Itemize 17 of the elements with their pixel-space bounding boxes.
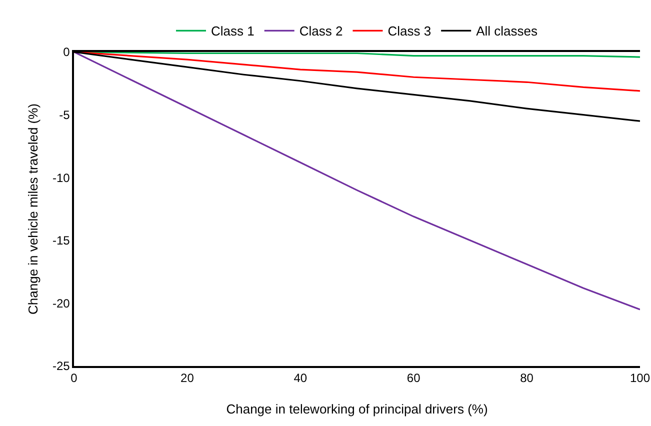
y-tick-label: 0 xyxy=(63,45,70,60)
legend-label: Class 2 xyxy=(299,24,343,39)
y-axis-title: Change in vehicle miles traveled (%) xyxy=(26,104,40,314)
legend-label: Class 1 xyxy=(211,24,254,39)
x-tick-label: 60 xyxy=(406,371,421,386)
x-tick-label: 40 xyxy=(294,371,308,386)
y-tick-label: -25 xyxy=(52,359,70,374)
y-tick-label: -15 xyxy=(52,234,70,248)
legend-label: All classes xyxy=(476,24,538,39)
y-tick-label: -10 xyxy=(52,170,70,185)
x-axis-title: Change in teleworking of principal drivers (%) xyxy=(226,401,488,416)
y-tick-label: -20 xyxy=(52,296,70,310)
x-tick-label: 80 xyxy=(520,371,534,386)
x-tick-label: 100 xyxy=(630,371,650,386)
legend-label: Class 3 xyxy=(388,24,432,39)
x-tick-label: 20 xyxy=(180,371,194,386)
y-tick-label: -5 xyxy=(59,108,70,122)
